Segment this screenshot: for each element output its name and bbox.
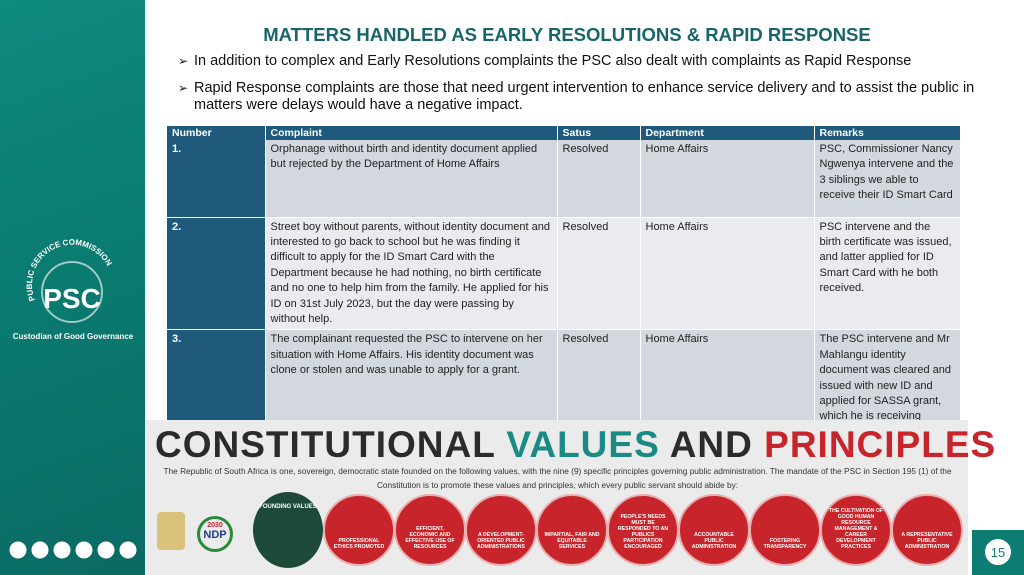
founding-values: FOUNDING VALUES [253, 492, 323, 568]
principle-circle: A REPRESENTATIVE PUBLIC ADMINISTRATION [891, 494, 963, 566]
table-cell: PSC intervene and the birth certificate … [814, 217, 961, 331]
table-cell: 2. [167, 217, 266, 331]
page-number-box: 15 [972, 530, 1024, 575]
table-cell: Resolved [557, 140, 641, 218]
psc-logo: PUBLIC SERVICE COMMISSION PSC [25, 238, 114, 323]
title-word: VALUES [506, 424, 660, 465]
principle-circle: THE CULTIVATION OF GOOD HUMAN RESOURCE M… [820, 494, 892, 566]
table-row: 3. The complainant requested the PSC to i… [167, 329, 961, 434]
page-number: 15 [984, 538, 1012, 566]
title-word: AND [669, 424, 753, 465]
table-cell: Resolved [557, 329, 641, 434]
bullet: In addition to complex and Early Resolut… [178, 53, 1008, 70]
title-word: CONSTITUTIONAL [155, 424, 496, 465]
column-header: Department [640, 126, 815, 140]
principle-circle: FOSTERING TRANSPARENCY [749, 494, 821, 566]
column-header: Satus [557, 126, 641, 140]
column-header: Complaint [265, 126, 558, 140]
table-row: 2. Street boy without parents, without id… [167, 217, 961, 331]
table-cell: Orphanage without birth and identity doc… [265, 140, 558, 218]
table-cell: 3. [167, 329, 266, 434]
table-cell: Resolved [557, 217, 641, 331]
principle-circle: EFFICIENT, ECONOMIC AND EFFECTIVE USE OF… [394, 494, 466, 566]
table-cell: Home Affairs [640, 140, 815, 218]
header-row: Number Complaint Satus Department Remarks [167, 126, 961, 140]
logo-text: PSC [43, 283, 101, 314]
social-icons [8, 540, 138, 560]
table-cell: The PSC intervene and Mr Mahlangu identi… [814, 329, 961, 434]
principle-circle: PEOPLE'S NEEDS MUST BE RESPONDED TO AN P… [607, 494, 679, 566]
slide-title: MATTERS HANDLED AS EARLY RESOLUTIONS & R… [263, 24, 871, 45]
principle-circle: IMPARTIAL, FAIR AND EQUITABLE SERVICES [536, 494, 608, 566]
principle-circle: PROFESSIONAL ETHICS PROMOTED [323, 494, 395, 566]
sidebar: PUBLIC SERVICE COMMISSION PSC Custodian … [0, 0, 145, 575]
column-header: Number [167, 126, 266, 140]
ndp-logo: 2030 NDP [197, 516, 233, 552]
title-word: PRINCIPLES [764, 424, 997, 465]
principle-circle: ACCOUNTABLE PUBLIC ADMINISTRATION [678, 494, 750, 566]
column-header: Remarks [814, 126, 961, 140]
table-cell: Home Affairs [640, 329, 815, 434]
principle-circle: A DEVELOPMENT-ORIENTED PUBLIC ADMINISTRA… [465, 494, 537, 566]
ndp-text: NDP [203, 529, 227, 541]
tagline: Custodian of Good Governance [12, 332, 134, 341]
table-cell: Street boy without parents, without iden… [265, 217, 558, 331]
values-banner: CONSTITUTIONAL VALUES AND PRINCIPLES The… [145, 420, 995, 575]
table-cell: The complainant requested the PSC to int… [265, 329, 558, 434]
ndp-year: 2030 [207, 522, 223, 529]
table-cell: PSC, Commissioner Nancy Ngwenya interven… [814, 140, 961, 218]
banner-title: CONSTITUTIONAL VALUES AND PRINCIPLES [155, 424, 996, 466]
table-cell: 1. [167, 140, 266, 218]
banner-text: The Republic of South Africa is one, sov… [163, 466, 952, 490]
table-row: 1. Orphanage without birth and identity d… [167, 140, 961, 218]
table: Number Complaint Satus Department Remarks 1.… [167, 126, 961, 434]
table-cell: Home Affairs [640, 217, 815, 331]
bullet: Rapid Response complaints are those that… [178, 80, 1008, 114]
coat-of-arms [157, 512, 185, 550]
